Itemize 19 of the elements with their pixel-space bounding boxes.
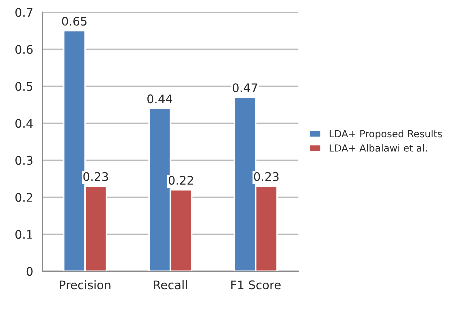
y-tick-label: 0.1	[16, 230, 33, 240]
data-label: 0.22	[168, 176, 194, 185]
legend-label: LDA+ Proposed Results	[330, 130, 442, 140]
x-tick-label: Precision	[60, 280, 111, 290]
x-tick-label: F1 Score	[232, 280, 281, 290]
y-tick-label: 0.2	[16, 193, 32, 202]
y-tick-label: 0.3	[16, 156, 33, 166]
legend-label: LDA+ Albalawi et al.	[330, 144, 428, 152]
data-label: 0.47	[232, 84, 258, 92]
data-label: 0.23	[84, 172, 108, 182]
data-label: 0.23	[254, 172, 279, 182]
y-tick-label: 0.6	[16, 45, 33, 54]
data-label: 0.65	[62, 16, 87, 26]
x-tick-label: Recall	[154, 280, 188, 290]
y-tick-label: 0.5	[16, 82, 33, 92]
y-tick-label: 0.4	[16, 119, 33, 128]
data-label: 0.44	[148, 94, 172, 104]
y-tick-label: 0.7	[16, 8, 33, 18]
y-tick-label: 0	[26, 267, 33, 276]
